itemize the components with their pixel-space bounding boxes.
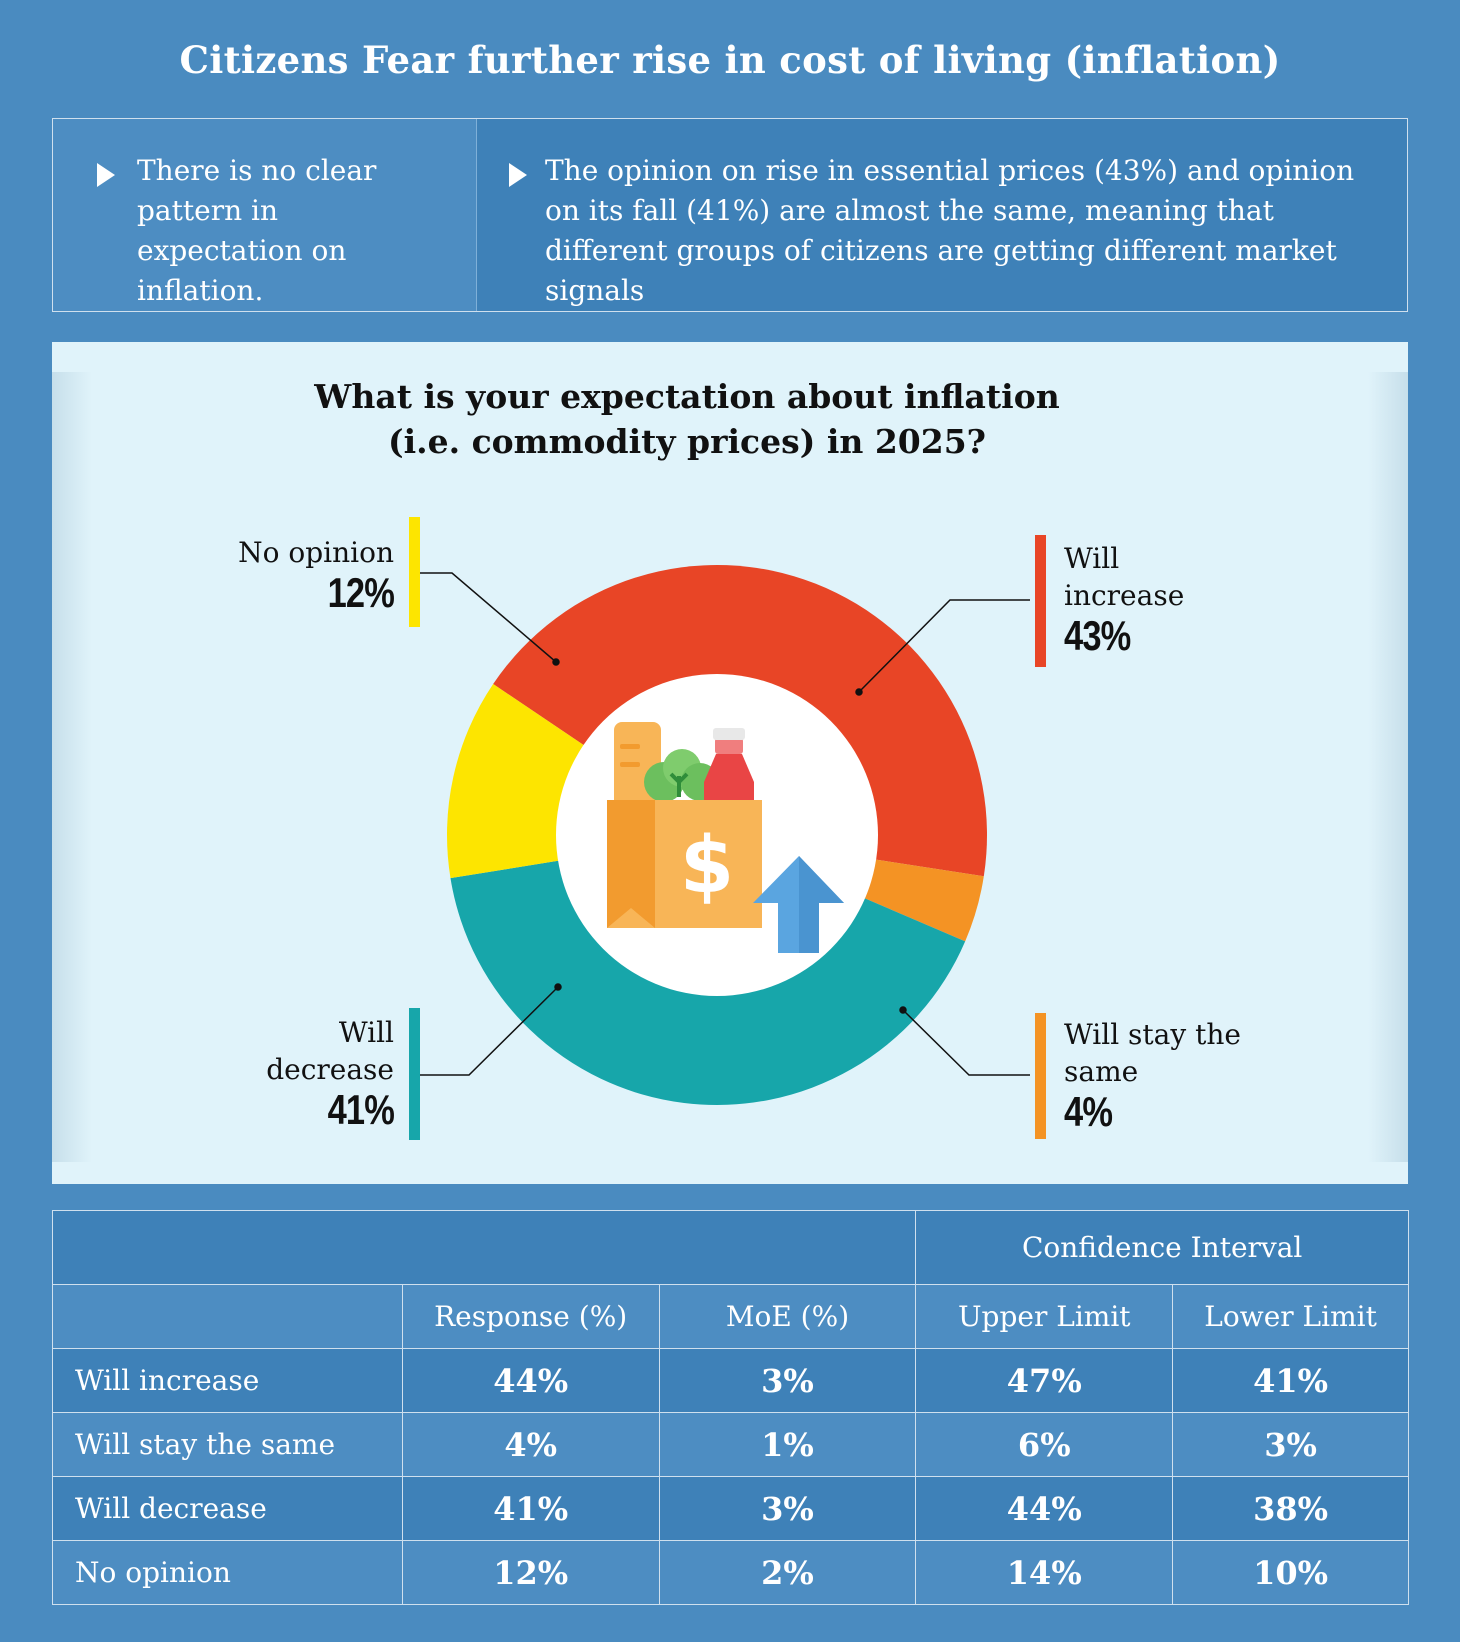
- leader-line-noopinion: [413, 572, 557, 663]
- cell-upper: 14%: [915, 1540, 1174, 1605]
- legend-bar-increase: [1035, 535, 1046, 667]
- leader-line-increase: [858, 599, 1030, 693]
- table-header-blank-cell: [52, 1284, 403, 1349]
- bullet-triangle-icon: [97, 163, 115, 187]
- cell-upper: 44%: [915, 1476, 1174, 1541]
- svg-text:$: $: [680, 821, 734, 911]
- cell-response: 12%: [401, 1540, 660, 1605]
- label-decrease-line1: Will: [338, 1016, 394, 1049]
- info-right-text: The opinion on rise in essential prices …: [545, 154, 1355, 307]
- row-label: No opinion: [52, 1540, 403, 1605]
- leader-dot-decrease: [554, 983, 562, 991]
- cell-moe: 3%: [658, 1476, 917, 1541]
- chart-title: What is your expectation about inflation…: [52, 374, 1322, 464]
- bullet-triangle-icon: [509, 163, 527, 187]
- table-header-blank: [51, 1210, 917, 1285]
- label-noopinion-value: 12%: [327, 569, 395, 616]
- table-row: Will increase 44% 3% 47% 41%: [52, 1348, 1409, 1413]
- label-increase-line2: increase: [1064, 579, 1185, 612]
- cell-moe: 3%: [658, 1348, 917, 1413]
- leader-line-decrease: [413, 986, 559, 1076]
- cell-response: 41%: [401, 1476, 660, 1541]
- leader-line-same: [902, 1009, 1030, 1076]
- leader-dot-noopinion: [552, 658, 560, 666]
- info-right-panel: The opinion on rise in essential prices …: [477, 119, 1407, 311]
- label-decrease: Will decrease 41%: [202, 1014, 395, 1133]
- info-left-text: There is no clear pattern in expectation…: [137, 154, 377, 307]
- legend-bar-decrease: [409, 1008, 420, 1140]
- legend-bar-same: [1035, 1013, 1046, 1139]
- cell-moe: 1%: [658, 1412, 917, 1477]
- table-header-row-1: Confidence Interval: [51, 1210, 1409, 1285]
- label-noopinion-name: No opinion: [238, 536, 394, 569]
- row-label: Will stay the same: [52, 1412, 403, 1477]
- col-header-response: Response (%): [401, 1284, 660, 1349]
- label-same-value: 4%: [1064, 1088, 1113, 1135]
- leader-lines: [413, 572, 1030, 1076]
- cell-upper: 6%: [915, 1412, 1174, 1477]
- cell-lower: 3%: [1172, 1412, 1409, 1477]
- cell-response: 44%: [401, 1348, 660, 1413]
- label-same-line2: same: [1064, 1055, 1139, 1088]
- info-left-panel: There is no clear pattern in expectation…: [53, 119, 477, 311]
- label-same-line1: Will stay the: [1064, 1018, 1241, 1051]
- donut-chart: $: [413, 565, 1030, 1105]
- chart-title-line1: What is your expectation about inflation: [314, 377, 1060, 416]
- chart-title-line2: (i.e. commodity prices) in 2025?: [387, 422, 987, 461]
- cell-lower: 41%: [1172, 1348, 1409, 1413]
- col-header-moe: MoE (%): [658, 1284, 917, 1349]
- col-header-lower: Lower Limit: [1172, 1284, 1409, 1349]
- leader-dot-same: [899, 1006, 907, 1014]
- label-decrease-line2: decrease: [266, 1053, 394, 1086]
- cell-response: 4%: [401, 1412, 660, 1477]
- cell-lower: 38%: [1172, 1476, 1409, 1541]
- row-label: Will increase: [52, 1348, 403, 1413]
- label-increase: Will increase 43%: [1064, 540, 1264, 659]
- page-title: Citizens Fear further rise in cost of li…: [179, 38, 1281, 82]
- label-noopinion: No opinion 12%: [202, 534, 395, 616]
- col-header-upper: Upper Limit: [915, 1284, 1174, 1349]
- chart-panel: What is your expectation about inflation…: [52, 342, 1408, 1184]
- table-header-row-2: Response (%) MoE (%) Upper Limit Lower L…: [52, 1284, 1409, 1349]
- label-increase-line1: Will: [1064, 542, 1120, 575]
- legend-bar-noopinion: [409, 517, 420, 627]
- table-row: No opinion 12% 2% 14% 10%: [52, 1540, 1409, 1605]
- grocery-bag-icon: $: [607, 722, 844, 953]
- cell-upper: 47%: [915, 1348, 1174, 1413]
- ci-header: Confidence Interval: [915, 1210, 1409, 1285]
- cell-lower: 10%: [1172, 1540, 1409, 1605]
- row-label: Will decrease: [52, 1476, 403, 1541]
- label-same: Will stay the same 4%: [1064, 1016, 1284, 1135]
- cell-moe: 2%: [658, 1540, 917, 1605]
- label-increase-value: 43%: [1064, 612, 1131, 659]
- table-row: Will stay the same 4% 1% 6% 3%: [52, 1412, 1409, 1477]
- leader-dot-increase: [855, 688, 863, 696]
- label-decrease-value: 41%: [327, 1086, 395, 1133]
- info-box: There is no clear pattern in expectation…: [52, 118, 1408, 312]
- table-row: Will decrease 41% 3% 44% 38%: [52, 1476, 1409, 1541]
- confidence-table: Confidence Interval Response (%) MoE (%)…: [51, 1210, 1409, 1605]
